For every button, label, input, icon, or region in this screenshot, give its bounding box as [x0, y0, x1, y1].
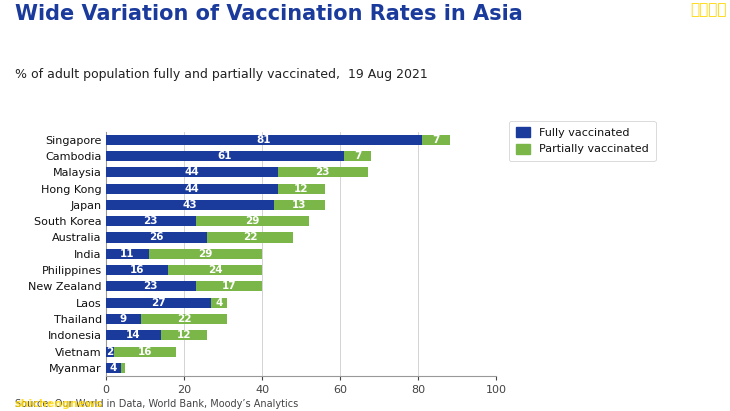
Text: 16: 16 [138, 346, 152, 357]
Text: 44: 44 [185, 167, 199, 177]
Text: 16: 16 [130, 265, 145, 275]
Text: 12: 12 [177, 330, 191, 340]
Text: 4: 4 [215, 298, 223, 308]
Bar [121, 363, 126, 373]
Bar [196, 282, 262, 291]
Bar [106, 216, 196, 226]
Text: 44: 44 [185, 184, 199, 194]
Bar [106, 346, 114, 357]
Text: shichengnews: shichengnews [15, 399, 103, 409]
Bar [422, 135, 450, 145]
Text: 17: 17 [222, 282, 237, 291]
Text: 81: 81 [257, 135, 272, 145]
Text: 43: 43 [182, 200, 197, 210]
Bar [106, 184, 277, 194]
Text: 13: 13 [292, 200, 307, 210]
Text: 27: 27 [151, 298, 166, 308]
Bar [149, 249, 262, 259]
Bar [106, 363, 121, 373]
Bar [211, 298, 227, 308]
Text: 狮城新闻: 狮城新闻 [690, 2, 726, 17]
Text: 2: 2 [106, 346, 113, 357]
Bar [274, 200, 325, 210]
Text: % of adult population fully and partially vaccinated,  19 Aug 2021: % of adult population fully and partiall… [15, 68, 427, 81]
Bar [106, 249, 149, 259]
Bar [106, 265, 169, 275]
Text: 61: 61 [218, 151, 232, 161]
Bar [277, 184, 325, 194]
Text: 23: 23 [144, 282, 158, 291]
Text: Wide Variation of Vaccination Rates in Asia: Wide Variation of Vaccination Rates in A… [15, 4, 523, 24]
Bar [106, 233, 207, 242]
Bar [106, 151, 344, 161]
Bar [277, 167, 367, 177]
Text: 12: 12 [294, 184, 308, 194]
Legend: Fully vaccinated, Partially vaccinated: Fully vaccinated, Partially vaccinated [510, 121, 656, 161]
Bar [344, 151, 372, 161]
Bar [106, 200, 274, 210]
Bar [106, 282, 196, 291]
Text: Source: Our World in Data, World Bank, Moody’s Analytics: Source: Our World in Data, World Bank, M… [15, 399, 298, 409]
Text: 22: 22 [243, 233, 258, 242]
Text: 11: 11 [120, 249, 134, 259]
Bar [207, 233, 293, 242]
Bar [141, 314, 227, 324]
Text: 23: 23 [144, 216, 158, 226]
Text: 26: 26 [150, 233, 164, 242]
Text: 14: 14 [126, 330, 140, 340]
Text: 29: 29 [199, 249, 212, 259]
Bar [106, 330, 161, 340]
Bar [106, 298, 211, 308]
Bar [106, 167, 277, 177]
Bar [196, 216, 309, 226]
Bar [169, 265, 262, 275]
Bar [106, 135, 422, 145]
Bar [161, 330, 207, 340]
Bar [114, 346, 176, 357]
Text: 22: 22 [177, 314, 191, 324]
Text: 7: 7 [432, 135, 439, 145]
Text: 24: 24 [208, 265, 223, 275]
Text: 7: 7 [354, 151, 361, 161]
Text: 29: 29 [245, 216, 259, 226]
Text: 4: 4 [110, 363, 118, 373]
Text: 9: 9 [120, 314, 127, 324]
Text: 23: 23 [315, 167, 330, 177]
Bar [106, 314, 141, 324]
